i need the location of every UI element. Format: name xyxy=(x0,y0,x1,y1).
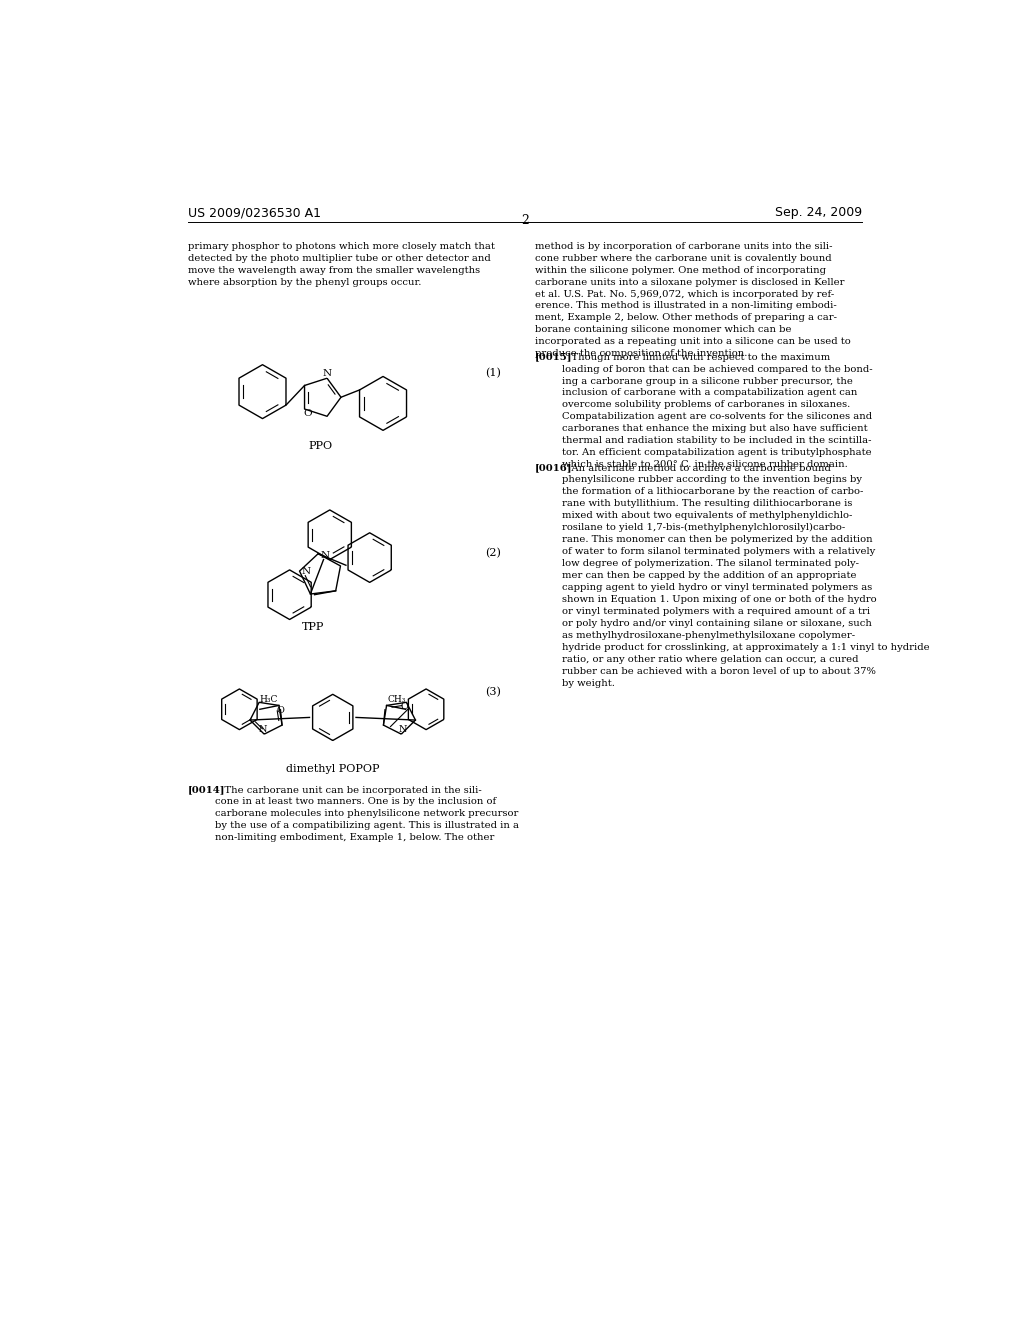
Text: primary phosphor to photons which more closely match that
detected by the photo : primary phosphor to photons which more c… xyxy=(187,242,495,286)
Text: N: N xyxy=(302,566,311,576)
Text: [0016]: [0016] xyxy=(535,463,572,473)
Text: The carborane unit can be incorporated in the sili-
cone in at least two manners: The carborane unit can be incorporated i… xyxy=(215,785,518,842)
Text: US 2009/0236530 A1: US 2009/0236530 A1 xyxy=(187,206,321,219)
Text: N: N xyxy=(321,550,330,560)
Text: [0014]: [0014] xyxy=(187,785,225,795)
Text: O: O xyxy=(303,409,312,418)
Text: (3): (3) xyxy=(485,686,501,697)
Text: Sep. 24, 2009: Sep. 24, 2009 xyxy=(775,206,862,219)
Text: An alternate method to achieve a carborane bound
phenylsilicone rubber according: An alternate method to achieve a carbora… xyxy=(562,463,930,688)
Text: PPO: PPO xyxy=(309,441,333,451)
Text: N: N xyxy=(323,370,332,378)
Text: O: O xyxy=(276,706,285,714)
Text: (2): (2) xyxy=(485,548,501,558)
Text: O: O xyxy=(400,702,409,711)
Text: N: N xyxy=(258,725,267,734)
Text: H₃C: H₃C xyxy=(260,694,279,704)
Text: Though more limited with respect to the maximum
loading of boron that can be ach: Though more limited with respect to the … xyxy=(562,352,872,469)
Text: method is by incorporation of carborane units into the sili-
cone rubber where t: method is by incorporation of carborane … xyxy=(535,242,851,358)
Text: dimethyl POPOP: dimethyl POPOP xyxy=(286,764,380,774)
Text: TPP: TPP xyxy=(302,622,325,632)
Text: N: N xyxy=(398,725,408,734)
Text: 2: 2 xyxy=(521,214,528,227)
Text: [0015]: [0015] xyxy=(535,352,572,362)
Text: CH₃: CH₃ xyxy=(387,694,406,704)
Text: (1): (1) xyxy=(485,368,501,379)
